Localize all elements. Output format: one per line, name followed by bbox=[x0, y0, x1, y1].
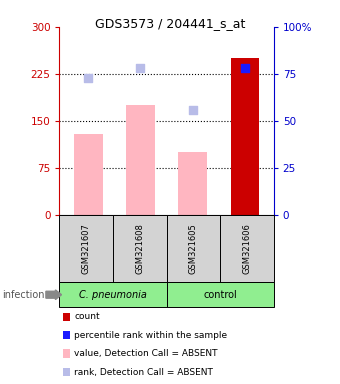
Text: value, Detection Call = ABSENT: value, Detection Call = ABSENT bbox=[74, 349, 218, 358]
Point bbox=[242, 65, 248, 71]
Text: GSM321606: GSM321606 bbox=[242, 223, 251, 274]
Text: GSM321608: GSM321608 bbox=[135, 223, 144, 274]
Text: rank, Detection Call = ABSENT: rank, Detection Call = ABSENT bbox=[74, 367, 213, 377]
Point bbox=[86, 74, 91, 81]
Bar bbox=[126, 105, 155, 215]
Text: infection: infection bbox=[2, 290, 44, 300]
Text: percentile rank within the sample: percentile rank within the sample bbox=[74, 331, 227, 340]
Bar bbox=[231, 58, 259, 215]
Point bbox=[138, 65, 143, 71]
Text: GSM321607: GSM321607 bbox=[82, 223, 91, 274]
Text: control: control bbox=[203, 290, 237, 300]
Text: GSM321605: GSM321605 bbox=[189, 223, 198, 274]
Point bbox=[190, 107, 196, 113]
Text: count: count bbox=[74, 312, 100, 321]
Bar bbox=[178, 152, 207, 215]
Text: GDS3573 / 204441_s_at: GDS3573 / 204441_s_at bbox=[95, 17, 245, 30]
Bar bbox=[74, 134, 103, 215]
Text: C. pneumonia: C. pneumonia bbox=[79, 290, 147, 300]
